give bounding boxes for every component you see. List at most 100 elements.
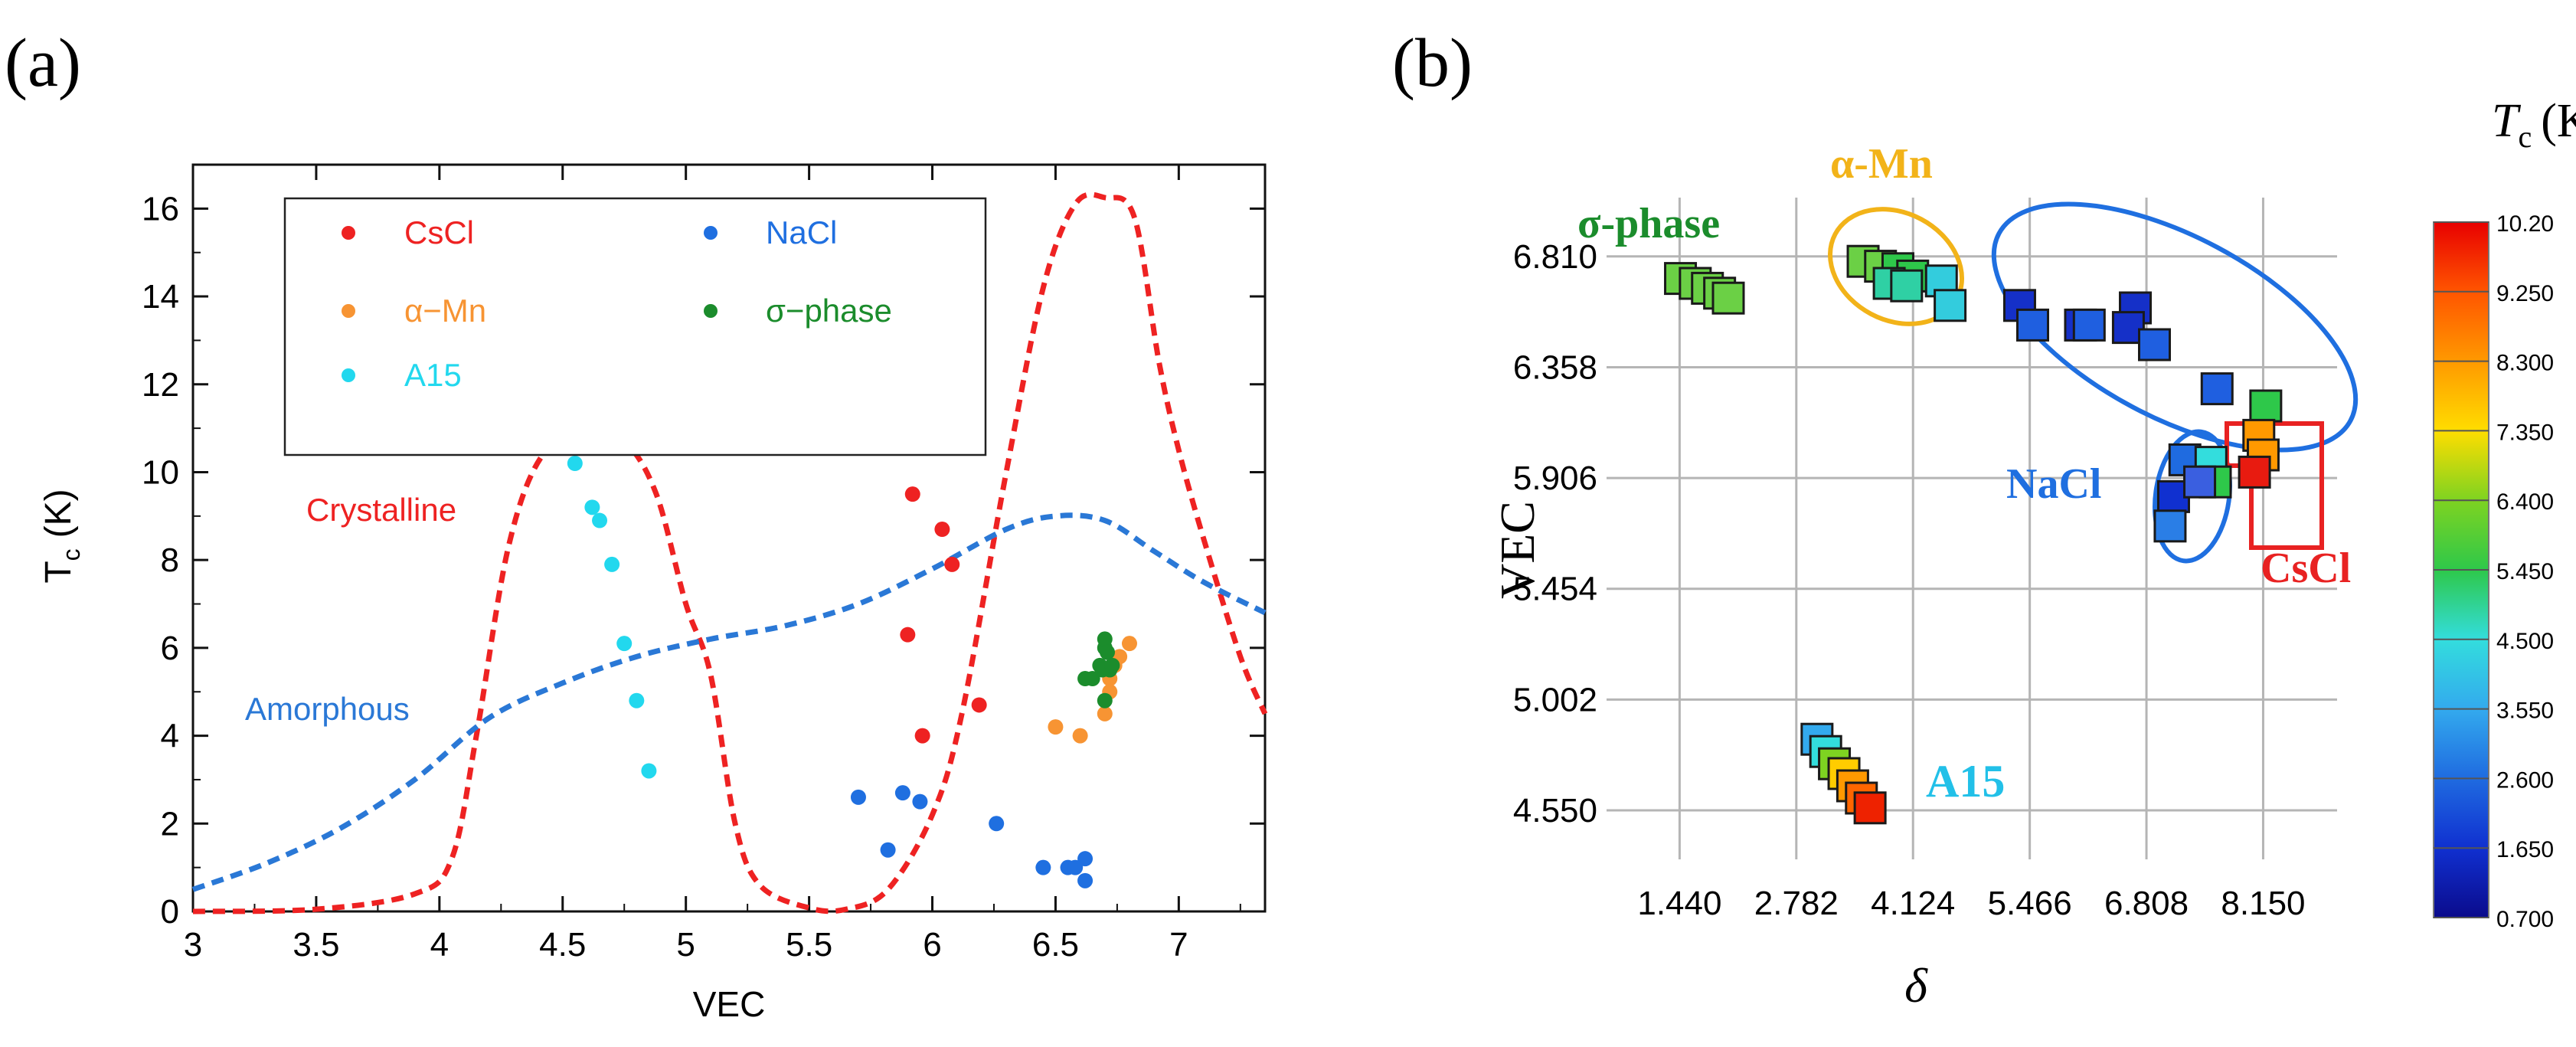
- panel-b-xtick-label: 1.440: [1637, 885, 1721, 922]
- legend-label-cscl: CsCl: [404, 214, 474, 250]
- crystalline-label: Crystalline: [306, 492, 456, 528]
- point-nacl: [1067, 859, 1084, 875]
- panel-a-ytick-label: 6: [161, 630, 179, 667]
- panel-a-xtick-label: 7: [1169, 926, 1188, 964]
- point-nacl: [1035, 859, 1051, 875]
- point-mn: [1048, 719, 1064, 735]
- colorbar-title-unit: (K): [2541, 95, 2576, 147]
- legend-marker-a15: [342, 368, 355, 382]
- panel-a-ytick-label: 4: [161, 718, 179, 755]
- group-label-sigma: σ-phase: [1577, 200, 1720, 247]
- colorbar-tick-label: 7.350: [2496, 420, 2554, 445]
- panel-b-xtick-label: 8.150: [2221, 885, 2305, 922]
- point-phase: [1097, 631, 1113, 647]
- point-phase: [1084, 671, 1100, 687]
- panel-a-ytick-label: 16: [142, 190, 179, 227]
- panel-b-ytick-label: 5.906: [1513, 460, 1597, 497]
- colorbar-tick-label: 3.550: [2496, 699, 2554, 724]
- panel-a-ylabel-unit: (K): [38, 489, 79, 538]
- panel-a-xtick-label: 3: [184, 926, 202, 964]
- cell-nacl: [2153, 509, 2187, 543]
- point-cscl: [914, 728, 930, 744]
- nacl-outline-large: [1991, 201, 2359, 453]
- point-phase: [1097, 692, 1113, 708]
- panel-b-ytick-label: 5.002: [1513, 681, 1597, 718]
- legend-label-a15: A15: [404, 357, 462, 393]
- colorbar-tick-label: 1.650: [2496, 837, 2554, 862]
- colorbar-title-main: T: [2492, 95, 2522, 147]
- point-cscl: [900, 627, 916, 643]
- point-a15: [641, 763, 657, 779]
- panel-b-ylabel: VEC: [1490, 501, 1545, 599]
- cell-mn: [1934, 289, 1967, 322]
- legend-label-sigma: σ−phase: [766, 293, 892, 329]
- group-label-a15: A15: [1926, 756, 2005, 807]
- point-nacl: [912, 793, 928, 810]
- cell-nacl: [2138, 328, 2171, 362]
- panel-a-ytick-label: 14: [142, 278, 179, 316]
- panel-b-ytick-label: 5.454: [1513, 571, 1597, 608]
- panel-a-xtick-label: 5.5: [786, 926, 832, 964]
- point-nacl: [850, 789, 866, 805]
- colorbar-tick-label: 10.20: [2496, 211, 2554, 237]
- group-label-amn: α-Mn: [1830, 140, 1933, 188]
- legend-marker-amn: [342, 304, 355, 318]
- panel-a-ylabel-sub: c: [57, 548, 85, 561]
- cell-nacl: [2072, 308, 2106, 342]
- cell-cscl: [2249, 389, 2283, 423]
- panel-a-ytick-label: 8: [161, 541, 179, 579]
- panel-b-axes: 1.440 2.782 4.124 5.466 6.808 8.150 4.550 5.002…: [1513, 198, 2337, 922]
- point-nacl: [1077, 851, 1093, 867]
- point-mn: [1072, 728, 1088, 744]
- panel-a-ytick-label: 12: [142, 366, 179, 404]
- panel-b-xtick-label: 2.782: [1754, 885, 1839, 922]
- panel-a-xtick-label: 6: [923, 926, 941, 964]
- panel-a-xtick-label: 4: [430, 926, 449, 964]
- colorbar-tick-label: 5.450: [2496, 559, 2554, 584]
- cell-cscl: [2183, 465, 2217, 499]
- colorbar-tick-label: 6.400: [2496, 489, 2554, 515]
- panel-b-ytick-label: 6.810: [1513, 238, 1597, 276]
- cell-phase: [1711, 281, 1745, 315]
- point-a15: [584, 499, 600, 515]
- panel-a-curves: [191, 191, 1268, 914]
- panel-b-ytick-label: 4.550: [1513, 792, 1597, 829]
- panel-a-ylabel: Tc (K): [38, 489, 85, 583]
- colorbar-tick-label: 0.700: [2496, 907, 2554, 932]
- cell-mn: [1890, 269, 1924, 303]
- panel-a-legend: CsCl NaCl α−Mn σ−phase A15: [283, 197, 987, 456]
- svg-text:Tc(K): Tc (K): [38, 489, 85, 583]
- panel-b-label: (b): [1392, 25, 1473, 101]
- point-phase: [1104, 657, 1120, 673]
- colorbar: 10.20 9.250 8.300 7.350 6.400 5.450 4.500 3.550…: [2433, 211, 2554, 932]
- curve-amorphous: [191, 512, 1267, 892]
- colorbar-tick-label: 9.250: [2496, 281, 2554, 306]
- panel-a-ytick-label: 0: [161, 893, 179, 931]
- legend-marker-sigma: [704, 304, 718, 318]
- point-a15: [604, 556, 620, 572]
- point-a15: [616, 636, 633, 652]
- group-label-nacl: NaCl: [2006, 460, 2101, 508]
- point-mn: [1097, 705, 1113, 721]
- point-nacl: [880, 842, 896, 858]
- colorbar-tick-label: 4.500: [2496, 629, 2554, 654]
- cell-cscl: [2238, 455, 2271, 489]
- legend-label-amn: α−Mn: [404, 293, 486, 329]
- panel-a-xtick-label: 4.5: [539, 926, 586, 964]
- point-cscl: [944, 556, 960, 572]
- panel-b-cells: [1664, 244, 2283, 825]
- legend-label-nacl: NaCl: [766, 214, 837, 250]
- curve-crystalline: [192, 191, 1268, 914]
- panel-a-xtick-label: 3.5: [293, 926, 339, 964]
- panel-b-ytick-label: 6.358: [1513, 348, 1597, 386]
- panel-a-xlabel: VEC: [693, 984, 766, 1024]
- nacl-outline-small: [2153, 429, 2232, 564]
- point-cscl: [904, 486, 920, 502]
- point-cscl: [971, 697, 987, 713]
- panel-a-ytick-label: 10: [142, 453, 179, 491]
- colorbar-tick-label: 8.300: [2496, 351, 2554, 376]
- point-a15: [592, 512, 608, 528]
- point-nacl: [1077, 872, 1093, 888]
- point-nacl: [989, 816, 1005, 832]
